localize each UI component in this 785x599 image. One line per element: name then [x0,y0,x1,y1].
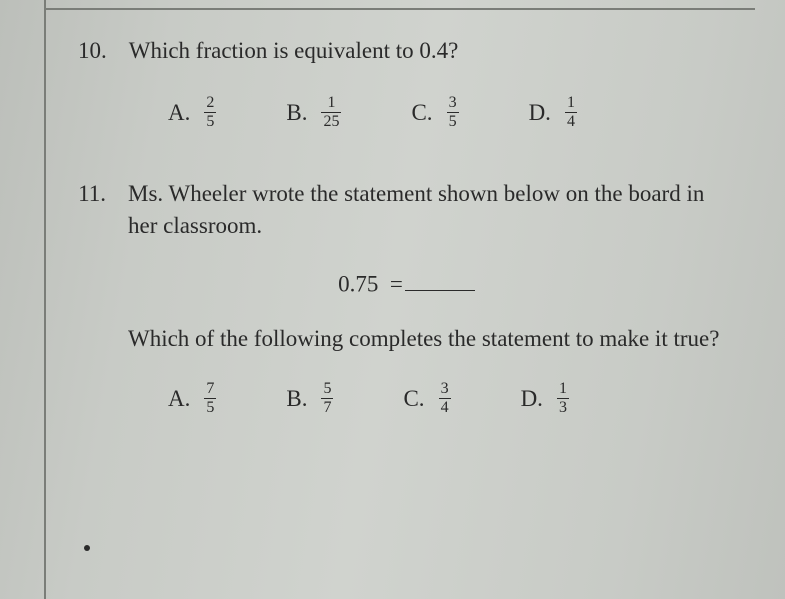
option-letter: C. [403,386,424,412]
fraction-numerator: 1 [325,95,337,112]
fraction-denominator: 25 [321,112,341,130]
option-c: C. 3 5 [411,95,458,130]
question-11: 11. Ms. Wheeler wrote the statement show… [78,178,735,416]
question-number: 11. [78,178,106,242]
fraction: 2 5 [204,95,216,130]
question-subtext: Which of the following completes the sta… [78,323,735,355]
option-b: B. 5 7 [286,381,333,416]
fill-blank [405,271,475,292]
option-d: D. 1 4 [529,95,577,130]
fraction: 1 25 [321,95,341,130]
option-letter: A. [168,386,190,412]
fraction: 3 4 [439,381,451,416]
question-10: 10. Which fraction is equivalent to 0.4?… [78,35,735,130]
question-number: 10. [78,35,107,67]
fraction-numerator: 7 [204,381,216,398]
fraction: 3 5 [447,95,459,130]
fraction-numerator: 3 [439,381,451,398]
answer-options: A. 7 5 B. 5 7 C. 3 4 [78,381,735,416]
question-row: 10. Which fraction is equivalent to 0.4? [78,35,735,67]
option-letter: D. [521,386,543,412]
fraction-numerator: 1 [557,381,569,398]
equation-statement: 0.75 = [78,271,735,298]
fraction-denominator: 5 [204,112,216,130]
margin-rule-vertical [44,0,46,599]
option-letter: D. [529,100,551,126]
option-a: A. 2 5 [168,95,216,130]
bullet-dot [84,545,90,551]
question-text: Ms. Wheeler wrote the statement shown be… [128,178,735,242]
question-row: 11. Ms. Wheeler wrote the statement show… [78,178,735,242]
equals-sign: = [390,271,403,296]
option-letter: A. [168,100,190,126]
worksheet-page: 10. Which fraction is equivalent to 0.4?… [0,0,785,599]
option-b: B. 1 25 [286,95,341,130]
fraction: 5 7 [321,381,333,416]
margin-rule-top [44,8,755,10]
fraction-denominator: 3 [557,398,569,416]
question-text: Which fraction is equivalent to 0.4? [129,35,735,67]
option-letter: B. [286,100,307,126]
fraction: 1 3 [557,381,569,416]
fraction-denominator: 5 [447,112,459,130]
option-letter: C. [411,100,432,126]
fraction: 7 5 [204,381,216,416]
option-a: A. 7 5 [168,381,216,416]
fraction-denominator: 4 [439,398,451,416]
fraction-denominator: 5 [204,398,216,416]
statement-lhs: 0.75 [338,271,378,296]
option-letter: B. [286,386,307,412]
option-c: C. 3 4 [403,381,450,416]
answer-options: A. 2 5 B. 1 25 C. 3 5 [78,95,735,130]
fraction-numerator: 3 [447,95,459,112]
fraction-denominator: 7 [321,398,333,416]
option-d: D. 1 3 [521,381,569,416]
fraction: 1 4 [565,95,577,130]
fraction-numerator: 5 [321,381,333,398]
fraction-numerator: 2 [204,95,216,112]
fraction-numerator: 1 [565,95,577,112]
fraction-denominator: 4 [565,112,577,130]
